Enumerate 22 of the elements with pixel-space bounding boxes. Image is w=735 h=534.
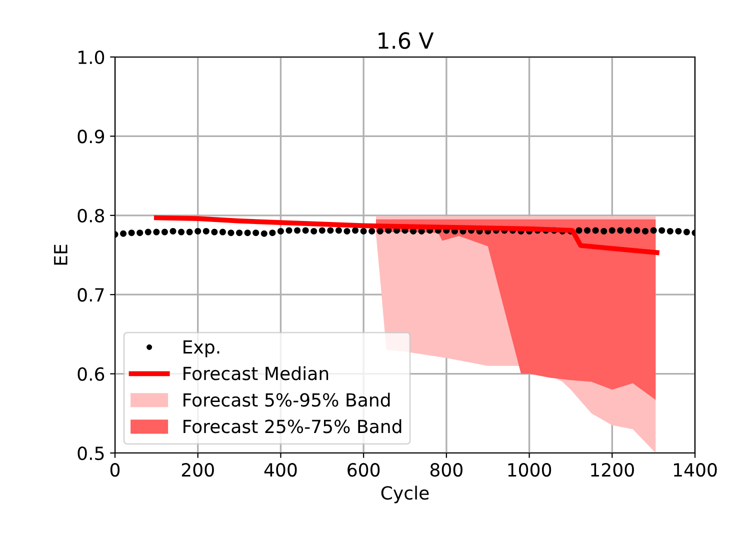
x-tick-label: 400	[264, 463, 297, 477]
x-tick-label: 0	[110, 463, 120, 477]
y-tick-label: 0.7	[78, 288, 104, 302]
legend-label: Exp.	[184, 340, 220, 358]
y-tick-label: 0.6	[78, 367, 104, 381]
y-tick-label: 0.9	[78, 130, 104, 144]
x-tick-label: 600	[348, 463, 380, 477]
x-tick-label: 1200	[591, 463, 634, 477]
legend-label: Forecast Median	[184, 366, 328, 380]
x-axis-title: Cycle	[381, 486, 429, 504]
line-series	[154, 215, 660, 256]
chart-title: 1.6 V	[378, 32, 434, 49]
legend-label: Forecast 25%-75% Band	[184, 419, 402, 434]
y-tick-label: 0.8	[78, 208, 104, 223]
legend-label: Forecast 5%-95% Band	[184, 392, 390, 407]
y-axis-title: EE	[54, 244, 68, 265]
y-tick-label: 0.5	[78, 446, 104, 460]
x-tick-label: 1400	[674, 463, 717, 477]
x-tick-label: 1000	[508, 463, 552, 477]
y-tick-label: 1.0	[78, 50, 104, 64]
x-tick-label: 200	[182, 463, 214, 477]
x-tick-label: 800	[430, 463, 462, 477]
